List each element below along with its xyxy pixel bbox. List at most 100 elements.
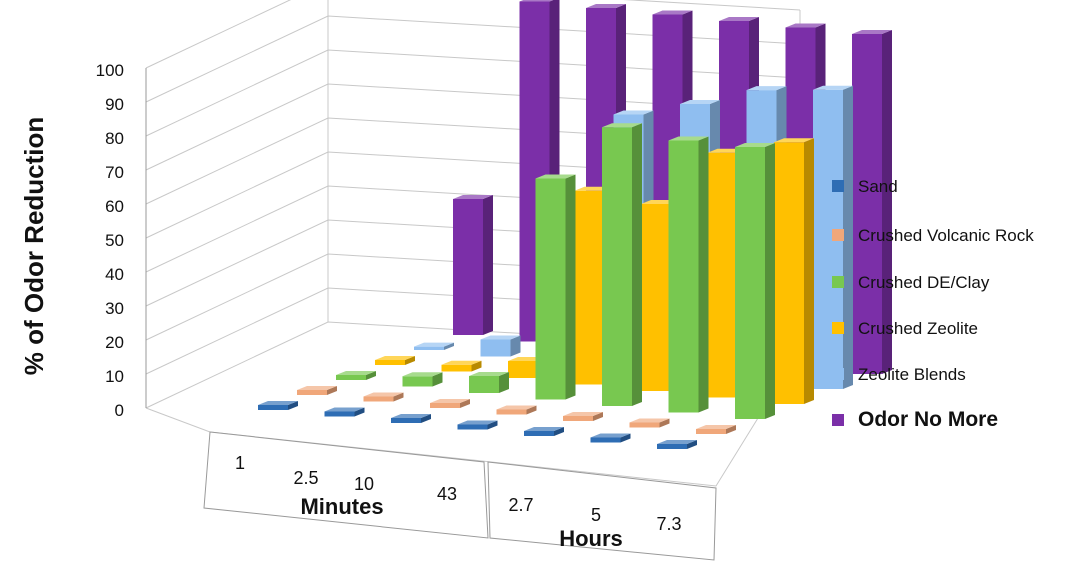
bar-side — [460, 399, 470, 408]
bar-front — [629, 422, 660, 428]
bar-top — [657, 440, 697, 444]
bar-top — [746, 86, 787, 91]
x-tick-label: 2.7 — [508, 495, 533, 515]
bar-side — [843, 85, 853, 390]
bar-top — [336, 371, 376, 375]
bar-front — [524, 431, 554, 436]
bar-side — [405, 356, 415, 365]
bar-front — [852, 34, 882, 374]
bar-front — [441, 364, 472, 372]
bar — [297, 386, 337, 395]
y-tick-label: 40 — [105, 265, 124, 284]
bar-top — [324, 407, 365, 412]
bar-front — [402, 376, 433, 387]
bar-side — [499, 372, 509, 393]
bar-side — [659, 418, 670, 428]
y-tick-label: 100 — [96, 61, 124, 80]
bar — [668, 136, 709, 413]
bar-front — [735, 147, 765, 419]
bar-side — [698, 136, 709, 413]
bar-side — [632, 123, 642, 406]
legend-swatch — [832, 322, 844, 334]
bar — [852, 30, 892, 374]
minutes-box — [203, 431, 489, 539]
y-tick-label: 30 — [105, 299, 124, 318]
bar-top — [629, 418, 670, 423]
bar — [629, 418, 670, 428]
chart-bars — [258, 0, 892, 449]
bar-front — [375, 360, 405, 365]
y-tick-label: 50 — [105, 231, 124, 250]
legend-swatch — [832, 180, 844, 192]
bar-top — [652, 10, 693, 15]
y-tick-label: 70 — [105, 163, 124, 182]
bar — [469, 372, 509, 393]
x-group-label: Minutes — [300, 494, 383, 519]
bar-side — [726, 425, 736, 434]
bar-top — [441, 360, 482, 365]
bar-front — [602, 127, 632, 406]
bar — [258, 401, 298, 410]
legend-swatch — [832, 414, 844, 426]
bar-side — [554, 427, 564, 436]
bar-top — [774, 138, 814, 143]
bar-front — [657, 444, 687, 449]
bar — [563, 412, 603, 421]
bar-side — [526, 405, 537, 415]
bar — [480, 335, 521, 357]
bar-top — [813, 85, 853, 90]
bar-top — [668, 136, 709, 141]
legend-swatch — [832, 229, 844, 241]
bar-front — [563, 416, 593, 421]
bar-top — [414, 342, 454, 347]
bar-top — [402, 372, 443, 377]
bar — [430, 399, 470, 408]
bar-side — [620, 433, 631, 443]
bar-top — [453, 195, 493, 199]
bar-top — [719, 17, 759, 21]
legend-label: Sand — [858, 177, 898, 196]
bar — [391, 414, 431, 423]
y-tick-label: 80 — [105, 129, 124, 148]
legend-label: Crushed Zeolite — [858, 319, 978, 338]
bar — [324, 407, 365, 417]
bar-front — [668, 140, 699, 413]
bar — [336, 371, 376, 380]
bar-front — [297, 390, 327, 395]
bar — [774, 138, 814, 404]
bar-side — [471, 360, 482, 372]
bar-top — [563, 412, 603, 416]
y-tick-label: 0 — [115, 401, 124, 420]
bar-side — [804, 138, 814, 404]
bar-front — [508, 361, 538, 378]
bar-front — [414, 346, 444, 350]
bar-top — [524, 427, 564, 431]
bar-side — [483, 195, 493, 335]
bar — [735, 143, 775, 419]
gridline — [145, 0, 801, 69]
bar-front — [258, 405, 288, 410]
bar-front — [813, 89, 843, 390]
bar-top — [602, 123, 642, 128]
bar — [375, 356, 415, 365]
x-group-label: Hours — [559, 526, 623, 551]
bar-side — [593, 412, 603, 421]
bar-side — [510, 335, 521, 357]
bar-front — [469, 376, 499, 393]
legend-label: Zeolite Blends — [858, 365, 966, 384]
y-tick-label: 90 — [105, 95, 124, 114]
bar — [813, 85, 853, 390]
bar — [402, 372, 443, 387]
hours-box — [487, 461, 717, 561]
bar-top — [852, 30, 892, 34]
y-tick-label: 10 — [105, 367, 124, 386]
bar-top — [363, 392, 404, 397]
bar-top — [375, 356, 415, 360]
bar-top — [696, 425, 736, 429]
bar — [535, 174, 576, 400]
bar — [453, 195, 493, 335]
x-axis: 1 2.5 10 43 2.7 5 7.3 Minutes Hours — [203, 431, 717, 561]
bar-front — [324, 411, 355, 417]
bar — [363, 392, 404, 402]
